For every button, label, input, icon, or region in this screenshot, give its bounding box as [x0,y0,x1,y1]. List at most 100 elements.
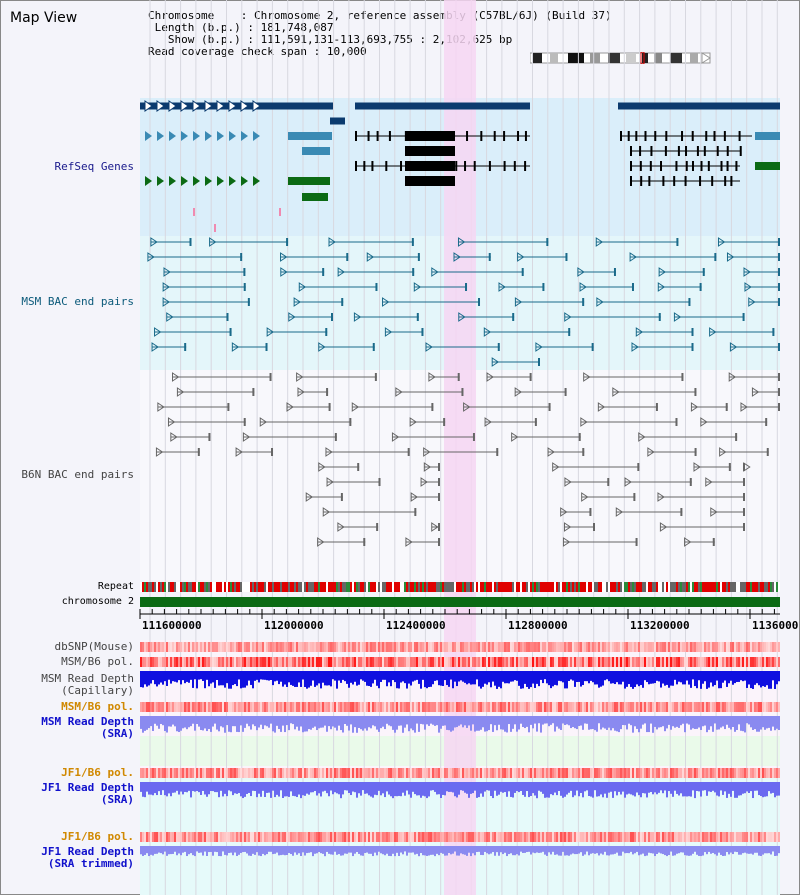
strand-arrow [241,131,248,141]
exon [700,161,703,171]
exon [620,131,622,141]
exon [739,146,742,156]
exon [726,146,729,156]
exon [654,131,657,141]
chromosome-bar [140,597,780,607]
strand-arrow [181,131,188,141]
exon [371,161,374,171]
strand-arrow [157,176,164,186]
exon [713,131,716,141]
exon [376,131,379,141]
track-label-repeat[interactable]: Repeat [97,581,134,592]
gene-feature [755,132,780,140]
axis-tick-label: 112400000 [386,619,446,632]
chromosome-label: Chromosome [148,9,215,22]
exon [385,161,388,171]
track-label-chromosome[interactable]: chromosome 2 [61,596,134,607]
chromosome-ideogram[interactable] [530,52,712,64]
exon [726,161,729,171]
gene-feature [355,102,530,110]
track-label-jf1-depth-sra[interactable]: JF1 Read Depth (SRA) [41,781,134,806]
track-label-jf1-b6-pol-2[interactable]: JF1/B6 pol. [61,830,134,843]
exon [464,161,467,171]
exon [473,161,476,171]
strand-arrow [217,131,224,141]
axis-tick-label: 113200000 [630,619,690,632]
exon [627,131,630,141]
strand-arrow [181,176,188,186]
exon [665,131,668,141]
exon [367,131,370,141]
axis-tick-label: 111600000 [142,619,202,632]
strand-arrow [157,131,164,141]
exon [685,161,688,171]
exon [517,131,520,141]
exon [400,161,403,171]
page-title: Map View [10,10,78,26]
exon [684,176,687,186]
strand-arrow [168,100,177,112]
track-label-msm-b6-pol[interactable]: MSM/B6 pol. [61,655,134,668]
axis-tick-label: 1136000 [752,619,799,632]
track-label-msm-depth-capillary[interactable]: MSM Read Depth (Capillary) [41,672,134,697]
exon [649,161,652,171]
gene-feature [755,162,780,170]
exon [720,161,723,171]
exon [524,131,527,141]
strand-arrow [180,100,189,112]
gene-feature [330,117,345,125]
exon [488,161,491,171]
track-label-refseq[interactable]: RefSeq Genes [54,160,134,173]
exon [723,131,726,141]
exon [730,176,733,186]
strand-arrow [145,176,152,186]
exon [493,131,496,141]
exon [699,176,702,186]
strand-arrow [192,100,201,112]
exon [735,161,738,171]
gene-feature [288,132,332,140]
strand-arrow [205,131,212,141]
exon [711,176,714,186]
strand-arrow [169,131,176,141]
exon [630,176,632,186]
strand-arrow [253,176,260,186]
exon [703,146,706,156]
exon [513,161,516,171]
exon [524,161,527,171]
exon [503,161,506,171]
axis-tick-label: 112000000 [264,619,324,632]
strand-arrow [144,100,153,112]
exon [660,161,663,171]
exon [664,146,667,156]
exon [630,161,632,171]
length-value: 181,748,087 [260,21,334,34]
track-label-b6n-bac[interactable]: B6N BAC end pairs [21,468,134,481]
exon [640,176,643,186]
track-label-dbsnp[interactable]: dbSNP(Mouse) [54,640,134,653]
exon [662,176,665,186]
track-label-msm-depth-sra[interactable]: MSM Read Depth (SRA) [41,715,134,740]
exon [363,161,366,171]
exon [388,131,391,141]
track-label-msm-b6-pol-2[interactable]: MSM/B6 pol. [61,700,134,713]
exon [716,146,719,156]
exon [648,176,651,186]
exon [466,131,469,141]
strand-arrow [204,100,213,112]
strand-arrow [228,100,237,112]
exon [685,146,688,156]
track-label-msm-bac[interactable]: MSM BAC end pairs [21,295,134,308]
gene-feature [288,177,330,185]
track-label-jf1-b6-pol[interactable]: JF1/B6 pol. [61,766,134,779]
strand-arrow [193,176,200,186]
strand-arrow [252,100,261,112]
exon [644,131,647,141]
exon [724,176,727,186]
exon [639,146,642,156]
gene-feature [618,102,780,110]
strand-arrow [145,131,152,141]
strand-arrow [253,131,260,141]
track-label-jf1-depth-trimmed[interactable]: JF1 Read Depth (SRA trimmed) [41,845,134,870]
